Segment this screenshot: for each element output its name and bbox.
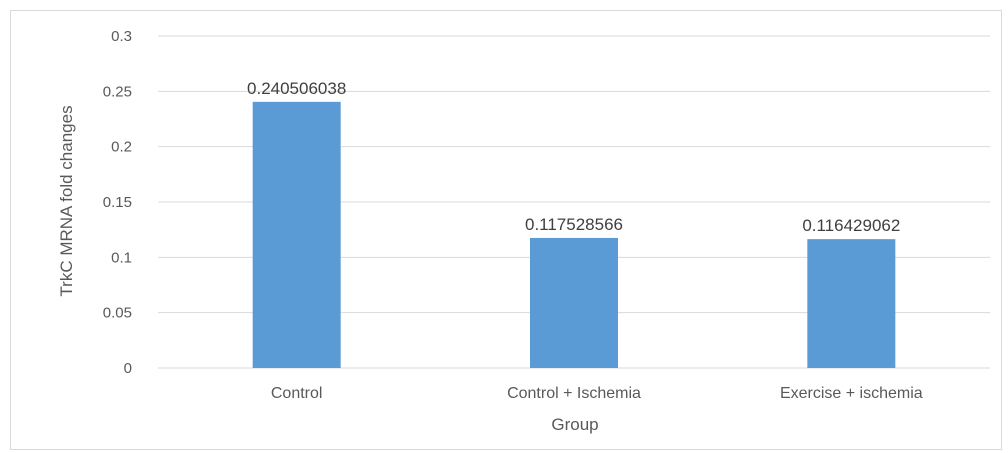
- bar-value-label: 0.116429062: [802, 216, 900, 235]
- x-category-labels: Control Control + Ischemia Exercise + isch…: [271, 385, 923, 402]
- x-category-label: Control: [271, 385, 323, 402]
- y-tick-label: 0.25: [103, 83, 132, 100]
- bar: [252, 101, 341, 369]
- x-category-label: Exercise + ischemia: [780, 385, 923, 402]
- bar: [807, 239, 896, 368]
- y-axis-title: TrkC MRNA fold changes: [57, 105, 76, 296]
- x-category-label: Control + Ischemia: [507, 385, 641, 402]
- y-tick-label: 0: [124, 360, 132, 377]
- chart-frame: [10, 10, 1002, 450]
- y-tick-label: 0.1: [111, 249, 132, 266]
- bar-value-label: 0.240506038: [247, 79, 346, 98]
- bar-value-label: 0.117528566: [525, 215, 623, 234]
- y-tick-label: 0.15: [103, 194, 132, 211]
- bar: [530, 237, 618, 368]
- y-tick-label: 0.05: [103, 305, 132, 322]
- y-tick-labels: 0 0.05 0.1 0.15 0.2 0.25 0.3: [103, 28, 132, 377]
- bars: [252, 101, 896, 369]
- x-axis-title: Group: [551, 415, 598, 434]
- data-labels: 0.240506038 0.117528566 0.116429062: [247, 79, 900, 235]
- y-tick-label: 0.3: [111, 28, 132, 45]
- y-tick-label: 0.2: [111, 139, 132, 156]
